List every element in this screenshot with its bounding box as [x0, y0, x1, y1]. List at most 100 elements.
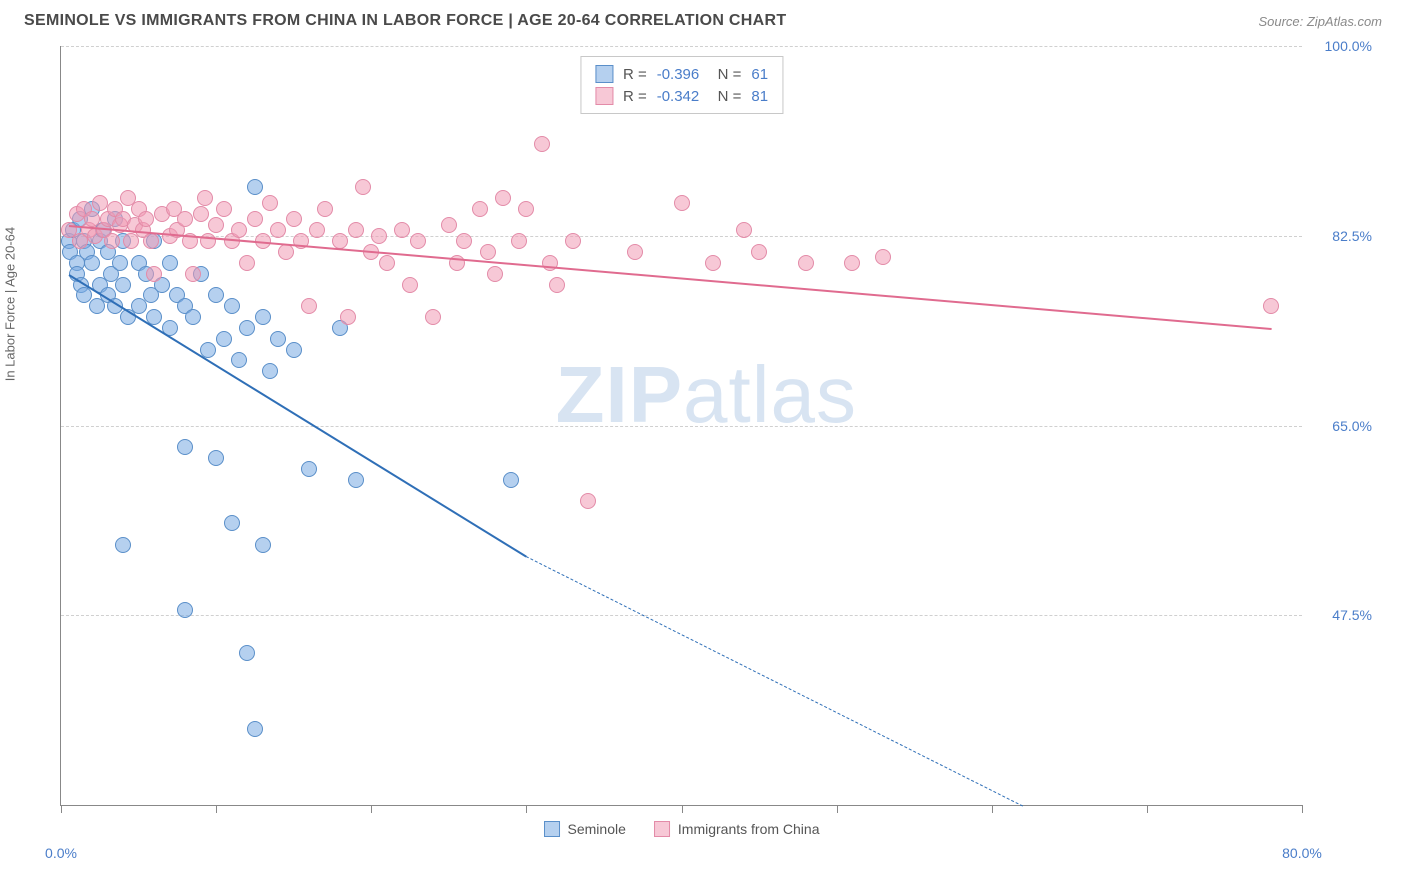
scatter-point — [844, 255, 860, 271]
scatter-point — [317, 201, 333, 217]
gridline — [61, 426, 1302, 427]
x-tick-label: 80.0% — [1282, 845, 1322, 861]
legend-n-label: N = — [709, 66, 741, 83]
scatter-point — [549, 277, 565, 293]
gridline — [61, 236, 1302, 237]
scatter-point — [224, 515, 240, 531]
x-tick-label: 0.0% — [45, 845, 77, 861]
scatter-point — [185, 309, 201, 325]
scatter-point — [379, 255, 395, 271]
legend-swatch — [595, 87, 613, 105]
scatter-point — [200, 342, 216, 358]
legend-swatch — [654, 821, 670, 837]
header: SEMINOLE VS IMMIGRANTS FROM CHINA IN LAB… — [0, 0, 1406, 36]
gridline — [61, 46, 1302, 47]
scatter-point — [340, 309, 356, 325]
scatter-point — [495, 190, 511, 206]
scatter-point — [208, 217, 224, 233]
scatter-point — [231, 352, 247, 368]
scatter-point — [705, 255, 721, 271]
scatter-point — [231, 222, 247, 238]
scatter-point — [177, 602, 193, 618]
y-axis-label: In Labor Force | Age 20-64 — [3, 227, 18, 381]
scatter-point — [332, 233, 348, 249]
scatter-point — [216, 331, 232, 347]
scatter-point — [348, 472, 364, 488]
legend-label: Seminole — [568, 821, 626, 837]
x-tick — [992, 805, 993, 813]
scatter-point — [270, 331, 286, 347]
series-legend-item: Seminole — [544, 821, 626, 837]
plot-area: ZIPatlas R = -0.396 N = 61R = -0.342 N =… — [60, 46, 1302, 806]
scatter-point — [674, 195, 690, 211]
correlation-legend: R = -0.396 N = 61R = -0.342 N = 81 — [580, 56, 783, 114]
trend-line — [69, 225, 1271, 330]
x-tick — [526, 805, 527, 813]
scatter-point — [286, 342, 302, 358]
x-tick — [371, 805, 372, 813]
scatter-point — [798, 255, 814, 271]
watermark: ZIPatlas — [556, 349, 857, 441]
y-tick-label: 47.5% — [1332, 607, 1372, 623]
scatter-point — [627, 244, 643, 260]
source-label: Source: ZipAtlas.com — [1258, 14, 1382, 29]
scatter-point — [185, 266, 201, 282]
scatter-point — [751, 244, 767, 260]
legend-row: R = -0.396 N = 61 — [595, 63, 768, 85]
legend-n-label: N = — [709, 88, 741, 105]
x-tick — [61, 805, 62, 813]
legend-r-value: -0.396 — [657, 66, 700, 83]
scatter-point — [425, 309, 441, 325]
scatter-point — [394, 222, 410, 238]
scatter-point — [138, 211, 154, 227]
legend-r-label: R = — [623, 66, 647, 83]
scatter-point — [115, 277, 131, 293]
gridline — [61, 615, 1302, 616]
scatter-point — [104, 233, 120, 249]
scatter-point — [355, 179, 371, 195]
scatter-point — [208, 287, 224, 303]
scatter-point — [472, 201, 488, 217]
scatter-point — [112, 255, 128, 271]
scatter-point — [224, 298, 240, 314]
legend-r-label: R = — [623, 88, 647, 105]
y-tick-label: 82.5% — [1332, 228, 1372, 244]
scatter-point — [580, 493, 596, 509]
legend-r-value: -0.342 — [657, 88, 700, 105]
x-tick — [682, 805, 683, 813]
scatter-point — [193, 206, 209, 222]
scatter-point — [177, 211, 193, 227]
x-tick — [837, 805, 838, 813]
scatter-point — [309, 222, 325, 238]
scatter-point — [301, 298, 317, 314]
scatter-point — [208, 450, 224, 466]
scatter-point — [146, 266, 162, 282]
scatter-point — [410, 233, 426, 249]
x-tick — [1147, 805, 1148, 813]
legend-row: R = -0.342 N = 81 — [595, 85, 768, 107]
scatter-point — [487, 266, 503, 282]
series-legend: Seminole Immigrants from China — [544, 821, 820, 837]
scatter-point — [270, 222, 286, 238]
scatter-point — [262, 363, 278, 379]
x-tick — [216, 805, 217, 813]
scatter-point — [197, 190, 213, 206]
scatter-point — [255, 309, 271, 325]
scatter-point — [162, 255, 178, 271]
trend-line — [526, 556, 1023, 806]
scatter-point — [402, 277, 418, 293]
scatter-point — [518, 201, 534, 217]
scatter-point — [480, 244, 496, 260]
series-legend-item: Immigrants from China — [654, 821, 820, 837]
scatter-point — [84, 255, 100, 271]
scatter-point — [247, 721, 263, 737]
chart-wrapper: In Labor Force | Age 20-64 ZIPatlas R = … — [24, 36, 1382, 866]
scatter-point — [239, 255, 255, 271]
y-tick-label: 100.0% — [1325, 38, 1372, 54]
legend-swatch — [544, 821, 560, 837]
scatter-point — [301, 461, 317, 477]
scatter-point — [736, 222, 752, 238]
scatter-point — [534, 136, 550, 152]
scatter-point — [441, 217, 457, 233]
scatter-point — [503, 472, 519, 488]
